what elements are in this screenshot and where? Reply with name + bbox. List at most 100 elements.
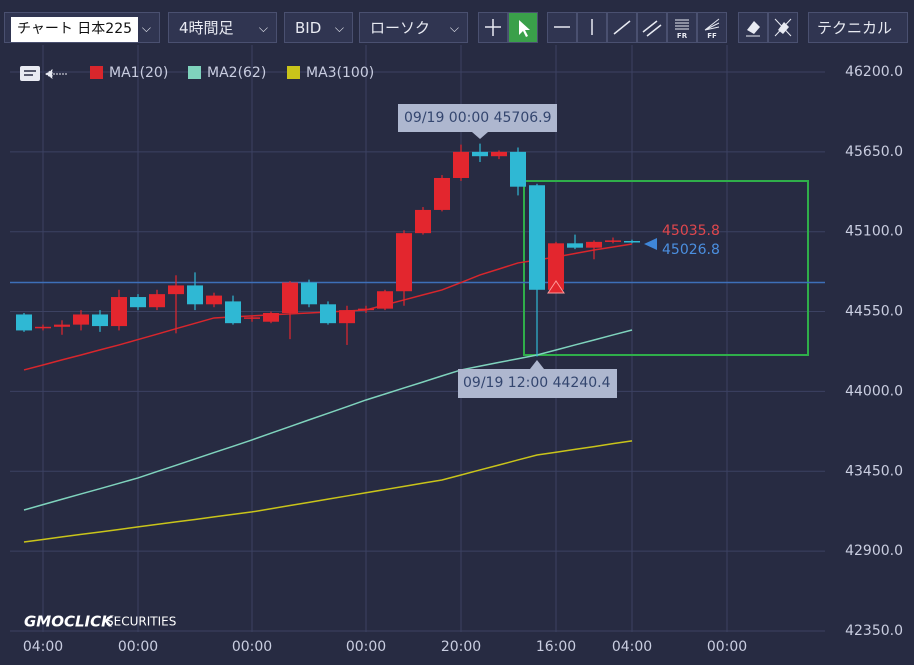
legend-label: MA1(20)	[109, 65, 168, 81]
candle-body	[472, 151, 488, 157]
ma-line	[23, 329, 633, 511]
comment-icon	[20, 66, 40, 81]
candle-body	[567, 243, 583, 248]
candle-body	[339, 310, 355, 324]
icon: FF	[704, 18, 720, 40]
y-tick-label: 45100.0	[845, 224, 903, 240]
dropdown-arrow: ⌵	[258, 21, 268, 35]
dropdown-arrow: ⌵	[334, 21, 344, 35]
icon	[554, 26, 570, 28]
pointer-button[interactable]	[508, 12, 538, 43]
candle-body	[35, 326, 51, 329]
y-tick-label: 43450.0	[845, 463, 903, 479]
vline-button[interactable]	[577, 12, 607, 43]
icon	[746, 21, 760, 37]
legend-toggle	[45, 69, 68, 79]
candle-body	[301, 282, 317, 305]
y-tick-label: 44000.0	[845, 383, 903, 399]
interval-select[interactable]: 4時間足 ⌵	[168, 12, 277, 43]
candle-body	[54, 324, 70, 327]
legend-label: MA2(62)	[207, 65, 266, 81]
icon	[591, 19, 593, 35]
icon-label: FR	[677, 32, 688, 40]
candle-body	[92, 314, 108, 327]
candle-body	[491, 151, 507, 157]
x-tick-label: 20:00	[441, 639, 481, 655]
bid-price: 45026.8	[662, 242, 720, 258]
icon	[613, 20, 631, 35]
candle-body	[263, 313, 279, 322]
symbol-text: チャート 日本225	[11, 17, 139, 42]
icon	[485, 19, 501, 36]
crosshair-button[interactable]	[478, 12, 508, 43]
icon	[519, 20, 530, 37]
x-tick-label: 16:00	[536, 639, 576, 655]
candle-body	[244, 317, 260, 319]
candle-body	[396, 233, 412, 292]
drawn-rectangle	[523, 180, 809, 356]
candle-body	[358, 308, 374, 311]
toolbar: チャート 日本225 ⌵ 4時間足 ⌵ BID ⌵ ローソク ⌵ FR FF テクニカ…	[0, 0, 914, 50]
x-tick-label: 00:00	[346, 639, 386, 655]
style-text: ローソク	[370, 19, 431, 37]
legend-swatch	[188, 66, 201, 79]
candle-body	[377, 291, 393, 309]
technical-button[interactable]: テクニカル	[808, 12, 908, 43]
candle-body	[73, 314, 89, 325]
candle-body	[282, 282, 298, 314]
tooltip-pointer	[530, 360, 544, 369]
x-tick-label: 00:00	[118, 639, 158, 655]
candle-body	[149, 294, 165, 308]
side-text: BID	[295, 19, 322, 37]
candle-body	[168, 285, 184, 295]
candle-body	[415, 209, 431, 234]
hline-button[interactable]	[547, 12, 577, 43]
y-tick-label: 46200.0	[845, 64, 903, 80]
candle-body	[111, 297, 127, 327]
candle-body	[586, 241, 602, 248]
grid	[10, 45, 825, 632]
interval-text: 4時間足	[179, 19, 234, 37]
dropdown-arrow: ⌵	[141, 21, 151, 35]
eraser-button[interactable]	[738, 12, 768, 43]
candle-body	[130, 297, 146, 308]
technical-text: テクニカル	[817, 19, 893, 37]
tooltip-box	[458, 369, 617, 398]
tooltip-box	[398, 104, 557, 132]
signal-marker	[547, 280, 565, 294]
icon	[774, 18, 792, 37]
candle-body	[434, 177, 450, 210]
candle-body	[187, 285, 203, 305]
y-tick-label: 44550.0	[845, 304, 903, 320]
legend-label: MA3(100)	[306, 65, 374, 81]
plot	[10, 143, 825, 543]
candle-body	[529, 185, 545, 290]
channel-button[interactable]	[637, 12, 667, 43]
tooltip-text: 09/19 12:00 44240.4	[463, 375, 611, 391]
icon-label: FF	[707, 32, 717, 40]
dropdown-arrow: ⌵	[449, 21, 459, 35]
side-select[interactable]: BID ⌵	[284, 12, 353, 43]
trendline-button[interactable]	[607, 12, 637, 43]
candle-body	[225, 301, 241, 324]
y-tick-label: 42900.0	[845, 543, 903, 559]
icon: FR	[675, 19, 689, 40]
x-tick-label: 00:00	[232, 639, 272, 655]
candle-body	[453, 151, 469, 178]
legend: MA1(20) MA2(62) MA3(100)	[90, 65, 374, 81]
y-tick-label: 42350.0	[845, 623, 903, 639]
style-select[interactable]: ローソク ⌵	[359, 12, 468, 43]
candle-body	[510, 151, 526, 187]
x-tick-label: 00:00	[707, 639, 747, 655]
watermark-sub: SECURITIES	[106, 615, 176, 629]
fibo-retracement-button[interactable]: FR	[667, 12, 697, 43]
fibo-fan-button[interactable]: FF	[697, 12, 727, 43]
erase-all-button[interactable]	[768, 12, 798, 43]
candle-body	[548, 243, 564, 290]
symbol-select[interactable]: チャート 日本225 ⌵	[4, 12, 160, 43]
icon	[642, 20, 662, 37]
tooltip-text: 09/19 00:00 45706.9	[404, 110, 552, 126]
price-pointer	[644, 238, 657, 250]
